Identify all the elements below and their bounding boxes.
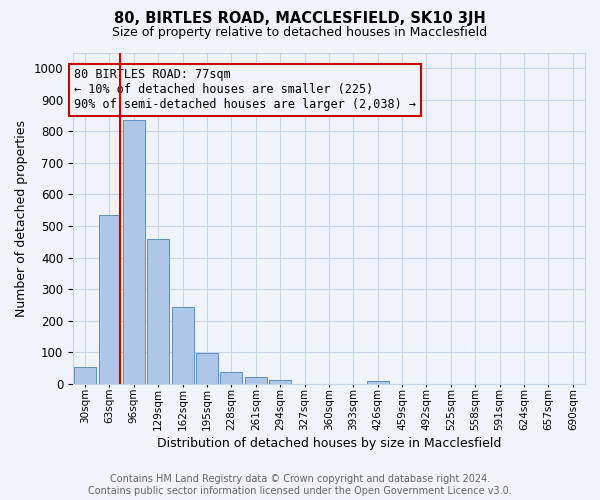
Bar xyxy=(196,353,218,384)
Bar xyxy=(172,307,194,384)
Bar xyxy=(123,120,145,384)
Bar xyxy=(98,215,121,384)
Text: Contains HM Land Registry data © Crown copyright and database right 2024.
Contai: Contains HM Land Registry data © Crown c… xyxy=(88,474,512,496)
Bar xyxy=(367,380,389,384)
Bar xyxy=(269,380,291,384)
Bar xyxy=(74,367,96,384)
Text: Size of property relative to detached houses in Macclesfield: Size of property relative to detached ho… xyxy=(112,26,488,39)
Bar xyxy=(147,240,169,384)
Y-axis label: Number of detached properties: Number of detached properties xyxy=(15,120,28,316)
Text: 80 BIRTLES ROAD: 77sqm
← 10% of detached houses are smaller (225)
90% of semi-de: 80 BIRTLES ROAD: 77sqm ← 10% of detached… xyxy=(74,68,416,112)
X-axis label: Distribution of detached houses by size in Macclesfield: Distribution of detached houses by size … xyxy=(157,437,501,450)
Bar xyxy=(245,377,267,384)
Text: 80, BIRTLES ROAD, MACCLESFIELD, SK10 3JH: 80, BIRTLES ROAD, MACCLESFIELD, SK10 3JH xyxy=(114,11,486,26)
Bar xyxy=(220,372,242,384)
